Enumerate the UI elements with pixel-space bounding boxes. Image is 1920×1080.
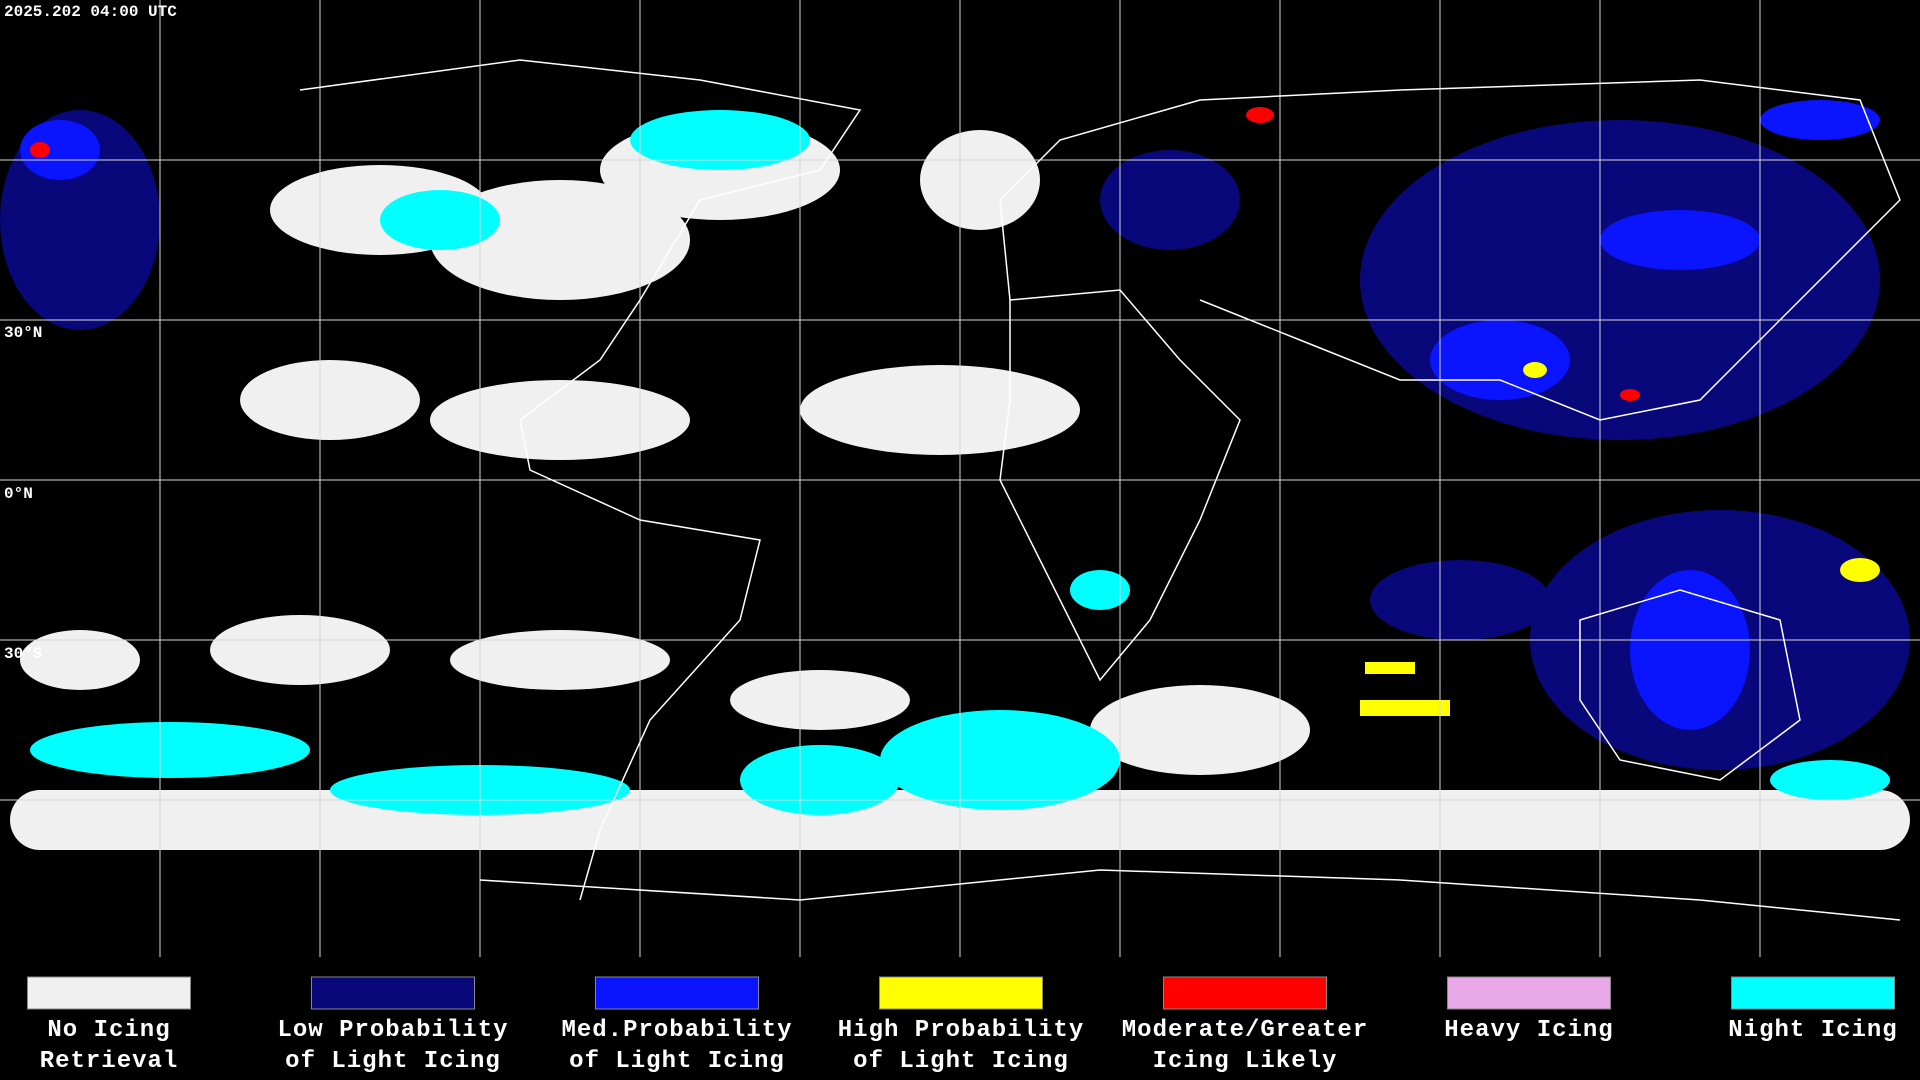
legend-item: High Probability of Light Icing <box>838 976 1084 1075</box>
legend-label: Med.Probability <box>561 1017 792 1044</box>
legend-swatch <box>27 976 191 1010</box>
coastlines <box>299 59 1901 921</box>
latitude-label: 30°N <box>4 324 42 342</box>
legend-label: Heavy Icing <box>1444 1017 1613 1044</box>
latitude-label: 0°N <box>4 485 33 503</box>
legend-label: of Light Icing <box>853 1048 1069 1075</box>
legend-item: No Icing Retrieval <box>27 976 191 1075</box>
legend-label: High Probability <box>838 1017 1084 1044</box>
legend-label: No Icing <box>47 1017 170 1044</box>
legend-item: Heavy Icing <box>1444 976 1613 1044</box>
legend-swatch <box>1163 976 1327 1010</box>
latitude-label: 30°S <box>4 645 43 663</box>
legend-label: Low Probability <box>277 1017 508 1044</box>
legend-item: Med.Probability of Light Icing <box>561 976 792 1075</box>
legend-item: Moderate/Greater Icing Likely <box>1122 976 1368 1075</box>
high-probability-areas <box>1360 362 1880 716</box>
legend-label: Retrieval <box>40 1048 179 1075</box>
legend-label: Moderate/Greater <box>1122 1017 1368 1044</box>
timestamp: 2025.202 04:00 UTC <box>4 3 177 21</box>
legend-swatch <box>879 976 1043 1010</box>
map: 2025.202 04:00 UTC 30°N 0°N 30°S <box>0 0 1920 957</box>
legend-item: Night Icing <box>1728 976 1897 1044</box>
legend: No Icing Retrieval Low Probability of Light… <box>27 976 1897 1075</box>
legend-swatch <box>311 976 475 1010</box>
legend-swatch <box>1447 976 1611 1010</box>
graticule <box>0 0 1920 957</box>
legend-label: of Light Icing <box>569 1048 785 1075</box>
legend-label: Icing Likely <box>1153 1048 1338 1075</box>
legend-label: Night Icing <box>1728 1017 1897 1044</box>
legend-item: Low Probability of Light Icing <box>277 976 508 1075</box>
legend-label: of Light Icing <box>285 1048 501 1075</box>
legend-swatch <box>1731 976 1895 1010</box>
legend-swatch <box>595 976 759 1010</box>
moderate-areas <box>30 107 1640 401</box>
night-icing-areas <box>30 110 1890 815</box>
